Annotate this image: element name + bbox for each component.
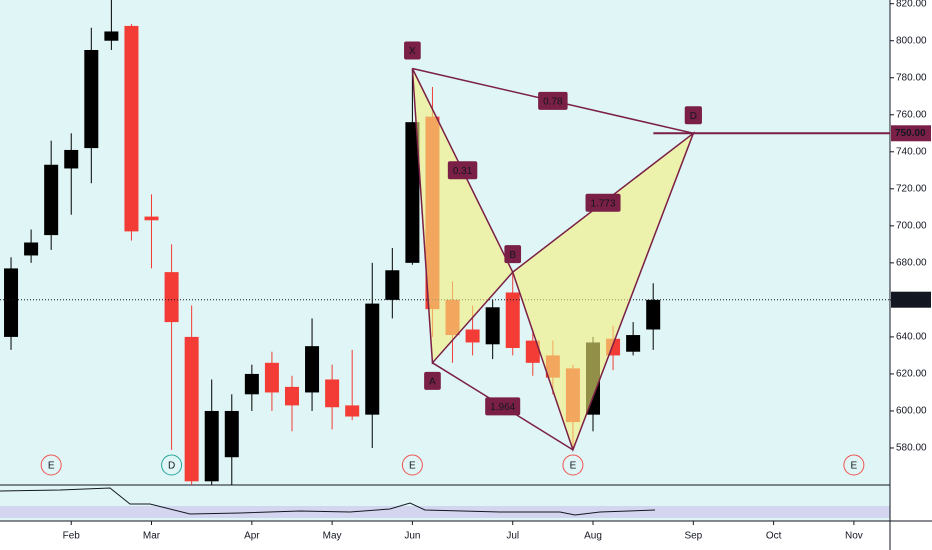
ratio-label: 1.773 [591,198,616,209]
ratio-label: 0.31 [453,166,473,177]
candle-body [385,270,400,300]
y-tick-label: 700.00 [896,220,927,231]
x-tick-label: Sep [684,531,702,542]
candle-body [124,25,139,232]
indicator-band [0,506,890,518]
y-tick-label: 640.00 [896,332,927,343]
ratio-label: 0.78 [543,97,563,108]
candle-body [84,49,99,149]
candle-body [224,410,239,458]
y-tick-label: 680.00 [896,258,927,269]
price-label-box [891,125,931,142]
event-marker [40,454,62,476]
price-label: 750.00 [895,128,926,139]
x-tick-label: Jul [506,531,519,542]
candle-body [626,335,641,352]
point-label-box [504,245,522,264]
x-tick-label: Oct [766,531,782,542]
point-label: A [429,376,436,387]
ratio-label-box [585,193,621,212]
candle-body [325,379,340,408]
point-label: D [690,111,697,122]
y-tick-label: 580.00 [896,443,927,454]
point-label-box [404,41,421,60]
candle-body [345,405,360,417]
y-tick-label: 780.00 [896,72,927,83]
point-label: X [409,46,416,57]
candle-body [64,149,79,169]
overlay: 750.00 660.10 0.31 0.78 1.773 1.964 X A B D E D E E E [0,41,931,476]
y-tick-label: 760.00 [896,109,927,120]
point-label: B [509,250,516,261]
x-tick-label: Jun [404,531,420,542]
event-label: E [48,461,55,472]
x-tick-label: Nov [845,531,863,542]
x-tick-label: Apr [244,531,260,542]
event-marker [401,454,423,476]
price-label: 660.10 [895,294,926,305]
event-label: E [570,461,577,472]
y-tick-label: 720.00 [896,183,927,194]
point-label-box [684,106,702,125]
event-marker [562,454,584,476]
x-tick-label: May [323,531,342,542]
candle-body [505,292,520,349]
candle-body [284,386,299,406]
candle-body [184,336,199,482]
y-tick-label: 600.00 [896,406,927,417]
point-label-box [424,371,441,390]
event-label: D [168,461,175,472]
x-tick-label: Feb [63,531,81,542]
candle-body [144,216,159,221]
event-marker [161,454,183,476]
indicator-line [0,487,656,516]
y-tick-label: 620.00 [896,369,927,380]
candle-body [646,299,661,330]
y-tick-label: 660.00 [896,295,927,306]
x-tick-label: Aug [584,531,602,542]
ratio-label-box [447,161,478,180]
x-tick-label: Mar [143,531,161,542]
y-tick-label: 820.00 [896,0,927,9]
event-label: E [851,461,858,472]
price-label-box [891,291,931,308]
candle-body [44,164,59,236]
candle-body [204,410,219,482]
y-tick-label: 800.00 [896,35,927,46]
ratio-label: 1.964 [490,402,515,413]
y-tick-label: 740.00 [896,146,927,157]
candle-body [4,268,19,337]
candle-body [365,303,380,415]
candle-body [405,122,420,263]
ratio-label-box [538,91,568,110]
ratio-label-box [485,397,521,416]
candle-body [244,373,259,395]
candle-body [104,31,119,41]
candle-body [465,329,480,343]
candle-body [485,307,500,345]
event-label: E [409,461,416,472]
candle-body [525,340,540,363]
candle-body [164,272,179,323]
candle-body [24,242,39,256]
candle-body [264,362,279,393]
candle-body [305,346,320,393]
event-marker [843,454,865,476]
